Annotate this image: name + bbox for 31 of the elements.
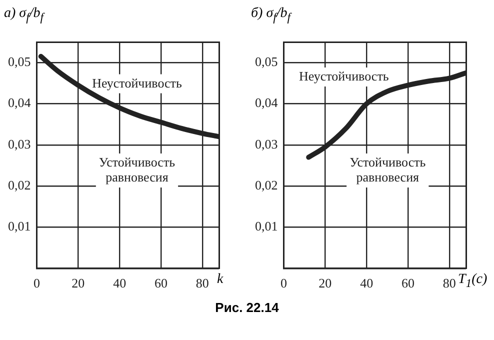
x-tick-label: 60 (154, 276, 168, 291)
y-tick-label: 0,05 (255, 54, 278, 70)
annotation: Неустойчивость (92, 75, 182, 90)
x-tick-label: 40 (113, 276, 126, 291)
chart-title: а) σ (4, 6, 26, 21)
y-tick-label: 0,01 (255, 218, 278, 234)
annotation: Устойчивость равновесия (98, 154, 176, 185)
annotation: Неустойчивость (298, 68, 389, 84)
text: $_{f}$/b$_{f}$ (273, 6, 290, 24)
y-tick-label: 0,03 (255, 136, 278, 152)
annotation: Устойчивость равновесия (350, 154, 426, 185)
x-tick-label: 20 (72, 276, 85, 291)
x-tick-label: 80 (196, 276, 209, 291)
y-tick-label: 0,04 (255, 95, 278, 110)
y-tick-label: 0,04 (8, 95, 32, 110)
x-tick-label: 0 (34, 276, 40, 291)
y-tick-label: 0,02 (255, 177, 278, 192)
y-tick-label: 0,05 (8, 54, 31, 70)
y-tick-label: 0,03 (8, 136, 31, 152)
x-tick-label: 40 (360, 276, 374, 291)
chart-title: б) σ (251, 6, 274, 21)
x-axis-title: k (217, 272, 224, 288)
x-tick-label: 80 (442, 276, 456, 291)
x-tick-label: 0 (280, 276, 287, 291)
x-tick-label: 20 (318, 276, 332, 291)
y-tick-label: 0,02 (8, 177, 31, 192)
text: $_{f}$/b$_{f}$ (26, 6, 44, 24)
x-tick-label: 60 (402, 276, 415, 291)
x-axis-title: T$_{1}$(c) (458, 272, 488, 290)
text: Рис. 22.14 (214, 300, 280, 315)
y-tick-label: 0,01 (8, 218, 31, 234)
